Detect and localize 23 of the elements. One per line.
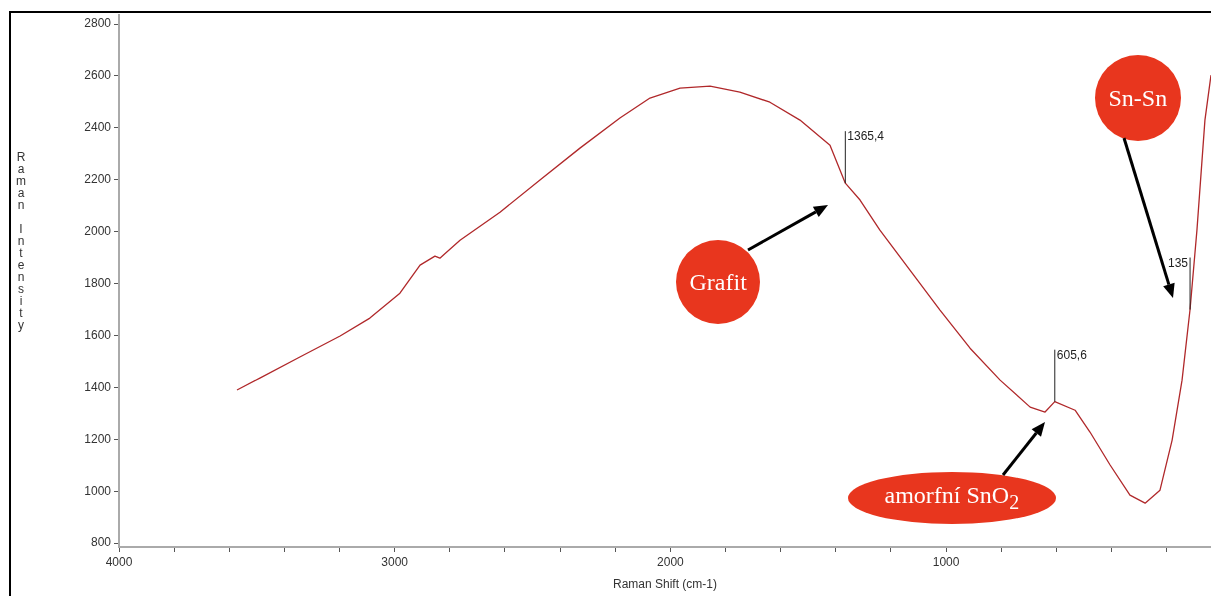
x-tick-label: 1000 xyxy=(932,554,960,569)
y-tick-label: 1200 xyxy=(84,431,112,446)
y-tick-label: 1600 xyxy=(84,327,112,342)
y-tick-label: 2800 xyxy=(84,16,112,31)
y-tick-label: 2000 xyxy=(84,224,112,239)
annotation: 605,6 xyxy=(1056,347,1088,362)
y-tick-label: 2400 xyxy=(84,120,112,135)
annotation: amorfní SnO$_{2}$ xyxy=(884,482,1020,514)
y-tick-label: 2200 xyxy=(84,172,112,187)
x-axis-title: Raman Shift (cm-1) xyxy=(612,577,718,592)
y-axis-title: Raman Intensity xyxy=(14,150,28,330)
y-tick-label: 1000 xyxy=(84,483,112,498)
x-tick-label: 4000 xyxy=(105,554,133,569)
annotation: 1365,4 xyxy=(847,129,885,144)
x-tick-label: 2000 xyxy=(657,554,685,569)
y-tick-label: 1800 xyxy=(84,275,112,290)
annotation: 135 xyxy=(1168,255,1189,270)
y-tick-label: 2600 xyxy=(84,68,112,83)
annotation: Sn-Sn xyxy=(1108,84,1168,112)
y-tick-label: 800 xyxy=(90,535,112,550)
x-tick-label: 3000 xyxy=(381,554,409,569)
y-tick-label: 1400 xyxy=(84,379,112,394)
annotation: Grafit xyxy=(689,268,747,296)
